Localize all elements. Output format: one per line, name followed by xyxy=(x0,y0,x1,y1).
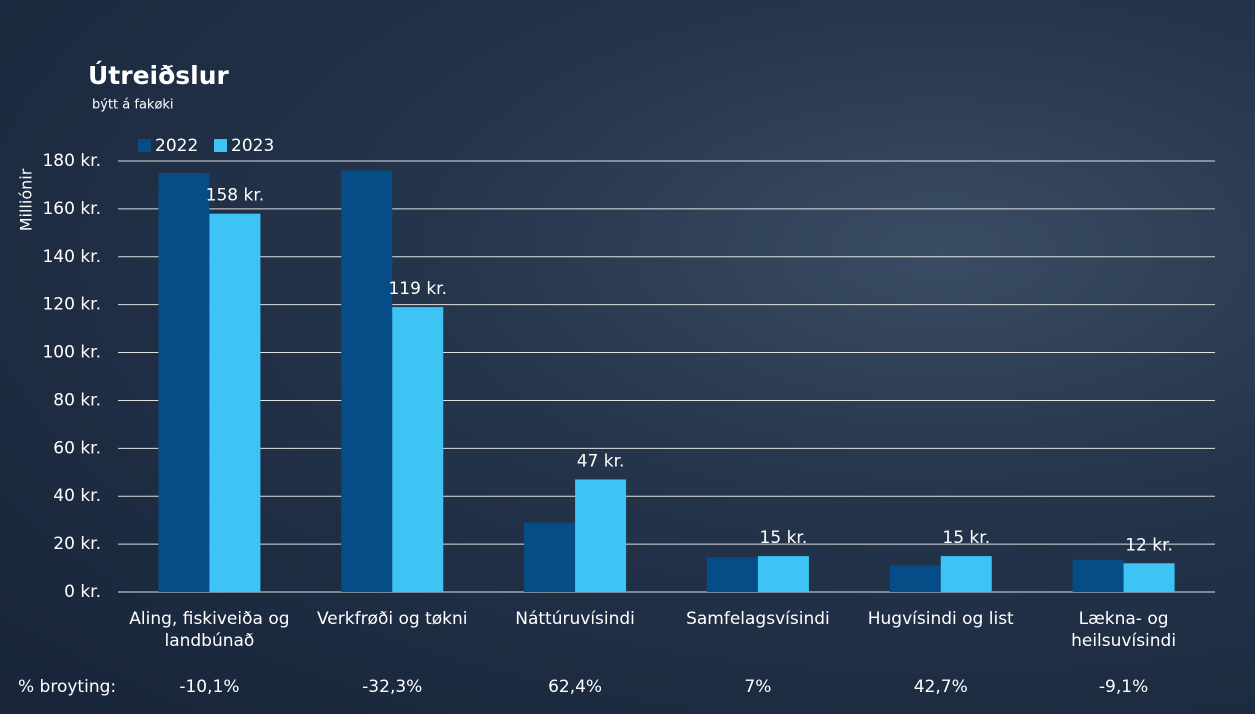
y-tick-label: 20 kr. xyxy=(53,534,101,554)
legend-label: 2023 xyxy=(231,136,274,156)
legend-swatch xyxy=(138,139,151,152)
y-axis-label: Milliónir xyxy=(17,168,36,231)
bar xyxy=(158,172,210,592)
x-tick-label: Lækna- og heilsuvísindi xyxy=(1071,609,1177,651)
data-label: 15 kr. xyxy=(760,528,808,548)
bar xyxy=(575,479,627,592)
change-value: 7% xyxy=(744,677,771,697)
x-tick-label: Náttúruvísindi xyxy=(515,609,635,629)
bar xyxy=(1072,559,1124,592)
bar xyxy=(940,556,992,592)
x-tick-label: Hugvísindi og list xyxy=(867,609,1014,629)
y-tick-label: 100 kr. xyxy=(42,343,101,363)
change-value: 62,4% xyxy=(548,677,602,697)
y-tick-label: 60 kr. xyxy=(53,438,101,458)
legend-label: 2022 xyxy=(155,136,198,156)
change-value: -10,1% xyxy=(179,677,239,697)
legend-swatch xyxy=(214,139,227,152)
data-label: 12 kr. xyxy=(1125,535,1173,555)
data-label: 47 kr. xyxy=(577,451,625,471)
y-tick-label: 40 kr. xyxy=(53,486,101,506)
x-tick-label: Aling, fiskiveiða og landbúnað xyxy=(129,609,290,651)
y-tick-label: 160 kr. xyxy=(42,199,101,219)
data-label: 119 kr. xyxy=(388,279,447,299)
y-tick-label: 180 kr. xyxy=(42,151,101,171)
x-tick-label: Samfelagsvísindi xyxy=(686,609,830,629)
bar xyxy=(392,307,444,592)
bar xyxy=(706,557,758,592)
bar xyxy=(524,522,576,592)
change-value: 42,7% xyxy=(914,677,968,697)
y-tick-label: 120 kr. xyxy=(42,295,101,315)
bar xyxy=(757,556,809,592)
data-label: 15 kr. xyxy=(942,528,990,548)
y-tick-label: 140 kr. xyxy=(42,247,101,267)
bar xyxy=(1123,563,1175,592)
y-tick-label: 0 kr. xyxy=(64,582,101,602)
y-tick-label: 80 kr. xyxy=(53,390,101,410)
change-label: % broyting: xyxy=(18,677,116,697)
data-label: 158 kr. xyxy=(206,186,265,206)
x-tick-label: Verkfrøði og tøkni xyxy=(316,609,468,629)
bar xyxy=(341,170,393,593)
bar xyxy=(889,565,941,592)
chart-title: Útreiðslur xyxy=(88,60,230,90)
bar xyxy=(209,213,261,592)
change-value: -32,3% xyxy=(362,677,422,697)
chart-subtitle: býtt á fakøki xyxy=(92,98,174,113)
change-value: -9,1% xyxy=(1099,677,1148,697)
